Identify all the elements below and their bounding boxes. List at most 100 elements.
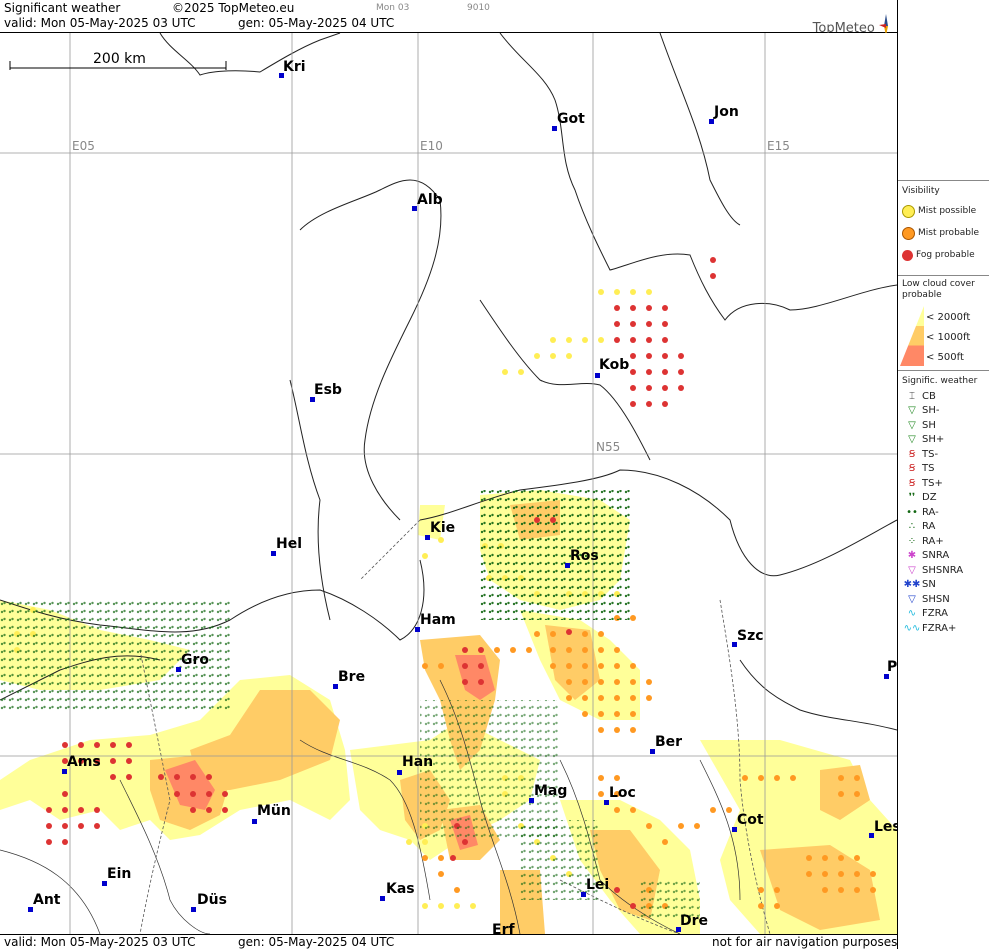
legend-divider xyxy=(898,370,989,371)
city-alb[interactable]: Alb xyxy=(417,192,443,208)
city-bre[interactable]: Bre xyxy=(338,669,366,685)
city-marker-ein xyxy=(102,881,107,886)
city-ros[interactable]: Ros xyxy=(570,548,599,564)
city-marker-ros xyxy=(565,563,570,568)
city-ber[interactable]: Ber xyxy=(655,734,683,750)
city-marker-loc xyxy=(604,800,609,805)
legend-sigwx-ts: Ꞩ TS xyxy=(902,462,935,476)
footer-valid-time: valid: Mon 05-May-2025 03 UTC xyxy=(4,935,196,949)
city-mag[interactable]: Mag xyxy=(534,783,568,799)
freezing-rain-heavy-icon: ∿∿ xyxy=(903,622,921,634)
city-dus[interactable]: Düs xyxy=(197,892,227,908)
thunderstorm-icon: Ꞩ xyxy=(908,463,916,474)
grid-label-e10: E10 xyxy=(420,139,443,153)
grid-label-e15: E15 xyxy=(767,139,790,153)
city-kob[interactable]: Kob xyxy=(599,357,630,373)
legend-sigwx-ra: ∴ RA xyxy=(902,520,936,534)
freezing-rain-icon: ∿ xyxy=(907,608,917,619)
rain-light-icon: •• xyxy=(906,506,918,518)
city-marker-gro xyxy=(176,667,181,672)
legend-sigwx-shsnra: ▽ SHSNRA xyxy=(902,563,963,577)
legend-divider xyxy=(898,180,989,181)
city-p[interactable]: P xyxy=(887,659,897,675)
legend-sigwx-label: FZRA+ xyxy=(922,622,957,634)
city-ant[interactable]: Ant xyxy=(33,892,61,908)
legend-mist-probable-label: Mist probable xyxy=(918,228,980,238)
city-marker-jon xyxy=(709,119,714,124)
rain-icon: ∴ xyxy=(908,521,916,532)
city-jon[interactable]: Jon xyxy=(714,104,739,120)
city-marker-kri xyxy=(279,73,284,78)
grid-label-n55: N55 xyxy=(596,440,621,454)
city-marker-hel xyxy=(271,551,276,556)
legend-sigwx-label: SHSNRA xyxy=(922,564,964,576)
city-kri[interactable]: Kri xyxy=(283,59,306,75)
legend-sigwx-sh: ▽ SH xyxy=(902,418,936,432)
city-marker-ams xyxy=(62,769,67,774)
city-esb[interactable]: Esb xyxy=(314,382,342,398)
legend-sigwx-sh-: ▽ SH+ xyxy=(902,433,944,447)
city-marker-les xyxy=(869,833,874,838)
city-les[interactable]: Les xyxy=(874,819,897,835)
city-erf[interactable]: Erf xyxy=(492,922,515,934)
city-ein[interactable]: Ein xyxy=(107,866,132,882)
city-marker-szc xyxy=(732,642,737,647)
city-gro[interactable]: Gro xyxy=(181,652,210,668)
footer-disclaimer: not for air navigation purposes xyxy=(712,935,898,949)
city-marker-alb xyxy=(412,206,417,211)
city-szc[interactable]: Szc xyxy=(737,628,764,644)
legend-mist-probable: Mist probable xyxy=(902,226,979,240)
legend-sigwx-label: SHSN xyxy=(922,593,950,605)
legend-mist-possible-label: Mist possible xyxy=(918,206,977,216)
city-han[interactable]: Han xyxy=(402,754,434,770)
cb-icon: ⌶ xyxy=(909,390,915,402)
legend-sigwx-label: SH xyxy=(922,419,936,431)
city-marker-dre xyxy=(676,927,681,932)
map-header: Significant weather ©2025 TopMeteo.eu Mo… xyxy=(0,0,897,36)
legend-sigwx-label: RA+ xyxy=(922,535,944,547)
legend-sigwx-label: DZ xyxy=(922,492,937,503)
legend-sigwx-label: TS- xyxy=(922,448,939,460)
fog-probable-icon xyxy=(902,249,913,261)
run-label: Mon 03 xyxy=(376,3,410,13)
city-loc[interactable]: Loc xyxy=(609,785,636,801)
generated-time: gen: 05-May-2025 04 UTC xyxy=(238,16,395,30)
city-kie[interactable]: Kie xyxy=(430,520,456,536)
city-marker-kob xyxy=(595,373,600,378)
legend-sigwx-sh-: ▽ SH- xyxy=(902,404,939,418)
legend-sigwx-dz: ❜❜ DZ xyxy=(902,491,937,505)
legend-sigwx-label: TS xyxy=(922,463,935,474)
city-hel[interactable]: Hel xyxy=(276,536,303,552)
legend-sigwx-sn: ✱✱ SN xyxy=(902,578,936,592)
city-marker-kie xyxy=(425,535,430,540)
legend-panel: Visibility Mist possible Mist probable F… xyxy=(897,0,989,949)
legend-sigwx-label: SN xyxy=(922,579,936,590)
legend-sigwx-fzra-: ∿∿ FZRA+ xyxy=(902,621,957,635)
code-label: 9010 xyxy=(467,3,490,13)
city-ham[interactable]: Ham xyxy=(420,612,456,628)
legend-sigwx-ts-: Ꞩ TS- xyxy=(902,447,938,461)
shower-light-icon: ▽ xyxy=(908,405,916,416)
city-dre[interactable]: Dre xyxy=(680,913,709,929)
city-lei[interactable]: Lei xyxy=(586,877,610,893)
legend-sigwx-title: Signific. weather xyxy=(902,376,978,386)
legend-sigwx-label: SH- xyxy=(922,405,940,416)
map-title: Significant weather xyxy=(4,1,121,15)
map-area[interactable]: 200 km E05 E10 E15 N55 Kri Got Jon Alb K… xyxy=(0,33,897,934)
legend-mist-possible: Mist possible xyxy=(902,204,976,218)
city-kas[interactable]: Kas xyxy=(386,881,415,897)
legend-sigwx-ra-: •• RA- xyxy=(902,505,939,519)
city-marker-cot xyxy=(732,827,737,832)
city-mun[interactable]: Mün xyxy=(257,803,291,819)
legend-sigwx-label: RA- xyxy=(922,506,939,518)
city-marker-esb xyxy=(310,397,315,402)
thunderstorm-light-icon: Ꞩ xyxy=(908,448,916,460)
city-cot[interactable]: Cot xyxy=(737,812,764,828)
footer-generated-time: gen: 05-May-2025 04 UTC xyxy=(238,935,395,949)
city-ams[interactable]: Ams xyxy=(67,754,101,770)
city-got[interactable]: Got xyxy=(557,111,585,127)
city-marker-ant xyxy=(28,907,33,912)
map-canvas[interactable] xyxy=(0,33,897,934)
legend-sigwx-label: SH+ xyxy=(922,434,945,445)
legend-divider xyxy=(898,275,989,276)
